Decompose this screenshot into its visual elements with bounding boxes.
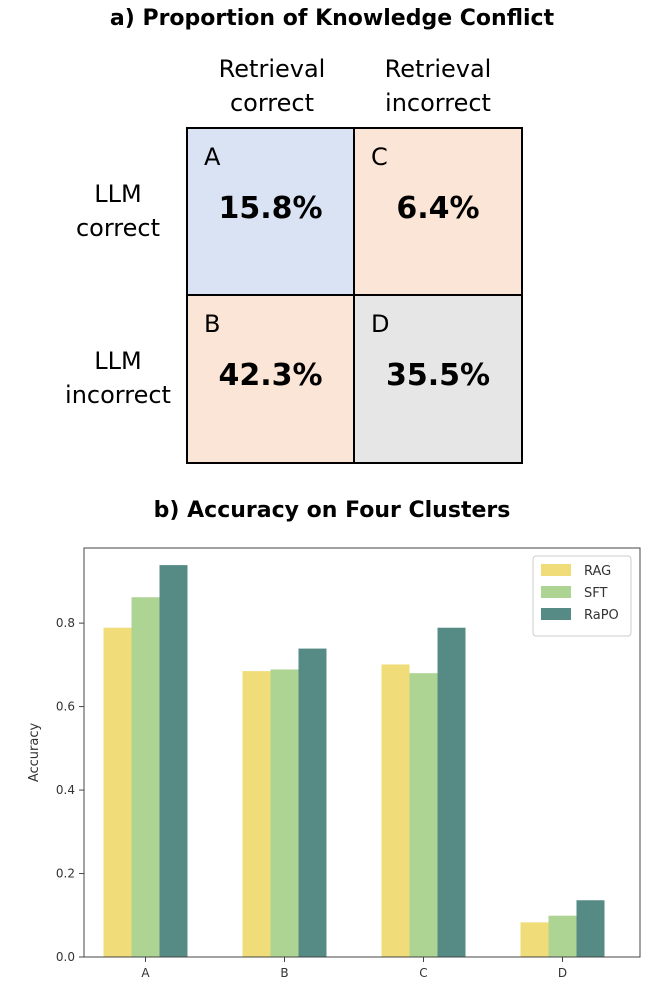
bar-rapo-c bbox=[437, 627, 466, 957]
row-header-line: incorrect bbox=[65, 381, 171, 409]
legend-label-rapo: RaPO bbox=[584, 608, 619, 623]
cell-label: A bbox=[204, 143, 221, 171]
col-header-retrieval-correct: Retrieval correct bbox=[190, 52, 354, 120]
bar-rag-c bbox=[381, 664, 410, 957]
legend-label-rag: RAG bbox=[584, 564, 611, 579]
panel-b-title: b) Accuracy on Four Clusters bbox=[153, 498, 511, 523]
cell-label: C bbox=[371, 143, 388, 171]
col-header-line: Retrieval bbox=[218, 55, 326, 83]
bar-rapo-d bbox=[576, 900, 605, 957]
cell-b: B 42.3% bbox=[188, 296, 355, 462]
row-header-line: correct bbox=[75, 214, 161, 242]
bar-sft-b bbox=[270, 669, 299, 957]
cell-value: 15.8% bbox=[218, 191, 323, 226]
bar-rapo-b bbox=[298, 648, 327, 957]
y-tick-label: 0.4 bbox=[56, 783, 75, 797]
cell-value: 6.4% bbox=[396, 191, 480, 226]
x-tick-label: C bbox=[419, 966, 427, 980]
x-tick-label: A bbox=[141, 966, 150, 980]
bar-rag-b bbox=[242, 671, 271, 957]
y-tick-label: 0.0 bbox=[56, 950, 75, 964]
bar-rag-d bbox=[520, 922, 549, 957]
y-tick-label: 0.6 bbox=[56, 700, 75, 714]
x-tick-label: D bbox=[558, 966, 567, 980]
row-header-line: LLM bbox=[94, 347, 142, 375]
bar-rapo-a bbox=[159, 565, 188, 957]
bar-sft-c bbox=[409, 673, 438, 957]
legend-swatch-sft bbox=[541, 586, 571, 598]
cell-c: C 6.4% bbox=[355, 129, 521, 296]
bar-sft-a bbox=[131, 597, 160, 957]
col-header-line: Retrieval bbox=[384, 55, 492, 83]
bar-sft-d bbox=[548, 915, 577, 957]
y-tick-label: 0.8 bbox=[56, 616, 75, 630]
row-header-line: LLM bbox=[94, 180, 142, 208]
conflict-matrix: A 15.8% C 6.4% B 42.3% D 35.5% bbox=[186, 127, 523, 464]
y-tick-label: 0.2 bbox=[56, 867, 75, 881]
cell-label: D bbox=[371, 310, 390, 338]
y-axis-label: Accuracy bbox=[27, 723, 42, 783]
bar-rag-a bbox=[103, 627, 132, 957]
cell-d: D 35.5% bbox=[355, 296, 521, 462]
row-header-llm-incorrect: LLM incorrect bbox=[50, 344, 186, 412]
cell-label: B bbox=[204, 310, 221, 338]
row-header-llm-correct: LLM correct bbox=[50, 177, 186, 245]
cell-value: 35.5% bbox=[385, 358, 491, 393]
cell-value: 42.3% bbox=[218, 358, 323, 393]
panel-a-title: a) Proportion of Knowledge Conflict bbox=[109, 6, 555, 31]
cell-a: A 15.8% bbox=[188, 129, 355, 296]
col-header-retrieval-incorrect: Retrieval incorrect bbox=[356, 52, 520, 120]
col-header-line: correct bbox=[229, 89, 315, 117]
legend-swatch-rapo bbox=[541, 608, 571, 620]
legend-label-sft: SFT bbox=[584, 586, 608, 601]
plot-frame bbox=[83, 547, 641, 958]
col-header-line: incorrect bbox=[385, 89, 491, 117]
legend-swatch-rag bbox=[541, 564, 571, 576]
x-tick-label: B bbox=[280, 966, 288, 980]
accuracy-bar-chart: 0.0 0.2 0.4 0.6 0.8 A B C D Accuracy RAG SFT RaPO bbox=[27, 547, 641, 980]
